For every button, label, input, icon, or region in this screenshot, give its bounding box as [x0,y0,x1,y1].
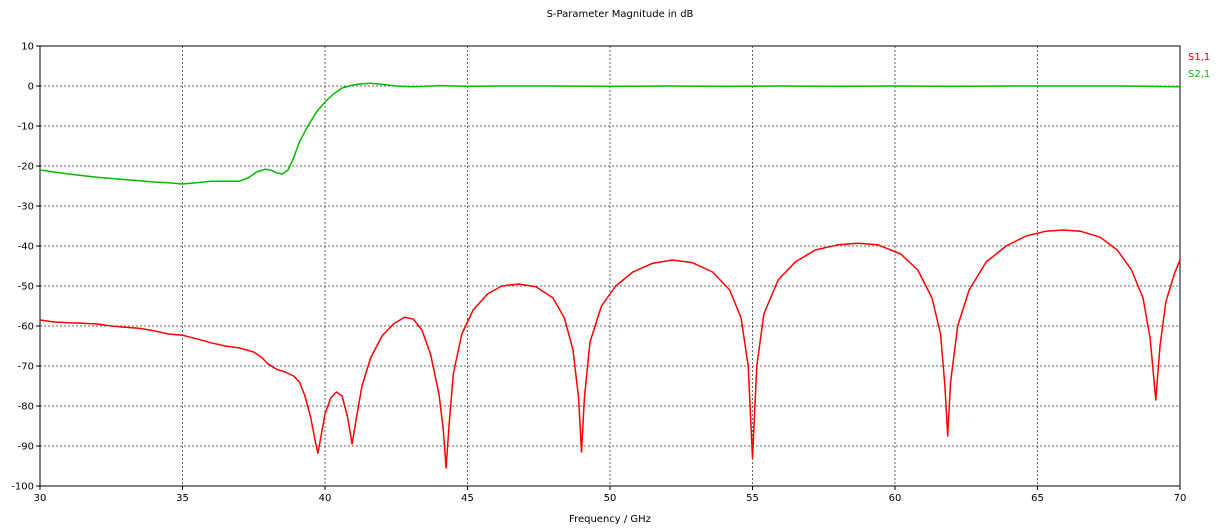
y-tick-label: 10 [21,42,34,53]
legend: S1,1 S2,1 [1188,52,1210,80]
x-tick-label: 60 [889,493,902,504]
y-tick-label: -60 [18,322,34,333]
x-tick-label: 35 [176,493,189,504]
x-tick-label: 55 [746,493,759,504]
y-tick-label: -90 [18,442,34,453]
series-line-s11 [39,229,1181,469]
y-tick-label: 0 [28,82,34,93]
series-line-s21 [39,82,1181,185]
y-tick-label: -100 [11,482,34,493]
y-tick-label: -80 [18,402,34,413]
x-tick-label: 50 [604,493,617,504]
x-tick-label: 45 [461,493,474,504]
axis-ticks: 30 35 40 45 50 55 60 65 70 10 0 -10 -20 -30 -40 -50 -60 -… [11,42,1186,505]
grid [40,46,1180,486]
x-tick-label: 30 [34,493,47,504]
x-tick-label: 40 [319,493,332,504]
y-tick-label: -50 [18,282,34,293]
legend-entry-s21: S2,1 [1188,69,1210,80]
y-tick-label: -70 [18,362,34,373]
y-tick-label: -30 [18,202,34,213]
y-tick-label: -40 [18,242,34,253]
chart-title: S-Parameter Magnitude in dB [547,9,694,20]
x-axis-label: Frequency / GHz [569,514,651,525]
x-tick-label: 70 [1174,493,1187,504]
y-tick-label: -20 [18,162,34,173]
series-layer [39,82,1181,469]
x-tick-label: 65 [1031,493,1044,504]
legend-entry-s11: S1,1 [1188,52,1210,63]
y-tick-label: -10 [18,122,34,133]
